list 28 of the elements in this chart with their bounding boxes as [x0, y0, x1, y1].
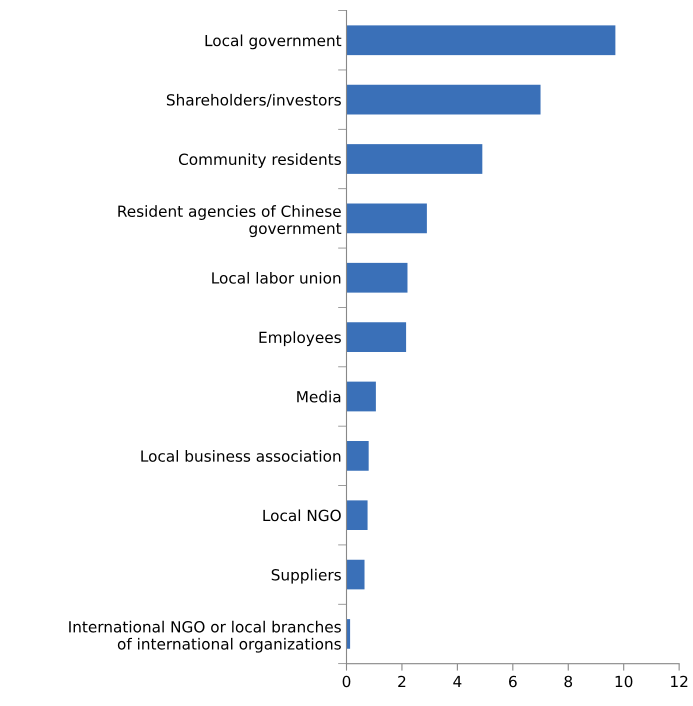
bar [346, 441, 369, 471]
bar [346, 322, 406, 352]
y-tick-label: International NGO or local branches of international organizations [69, 620, 341, 653]
x-tick-label: 12 [671, 676, 688, 688]
y-tick-label: Shareholders/investors [166, 94, 341, 107]
bar [346, 500, 368, 530]
x-tick-label: 6 [509, 676, 517, 688]
y-tick-label: Community residents [178, 153, 341, 168]
bar [346, 560, 365, 590]
y-tick-label: Suppliers [272, 568, 341, 584]
y-tick-label: Local NGO [263, 509, 341, 522]
y-tick-label: Resident agencies of Chinese government [118, 205, 342, 238]
bar [346, 262, 408, 293]
x-tick-label: 8 [564, 676, 572, 688]
x-tick-label: 4 [453, 676, 462, 688]
bar [346, 25, 616, 56]
y-tick-label: Local business association [141, 450, 340, 462]
y-tick-label: Local labor union [212, 272, 340, 284]
bar [346, 144, 482, 174]
x-tick-label: 0 [342, 676, 350, 688]
bar [346, 382, 376, 412]
y-tick-label: Media [297, 390, 340, 403]
bar [346, 84, 541, 114]
y-tick-label: Local government [206, 34, 342, 50]
x-tick-label: 10 [616, 676, 632, 688]
y-tick-label: Employees [260, 331, 341, 346]
bar [346, 204, 427, 234]
x-tick-label: 2 [398, 676, 406, 688]
